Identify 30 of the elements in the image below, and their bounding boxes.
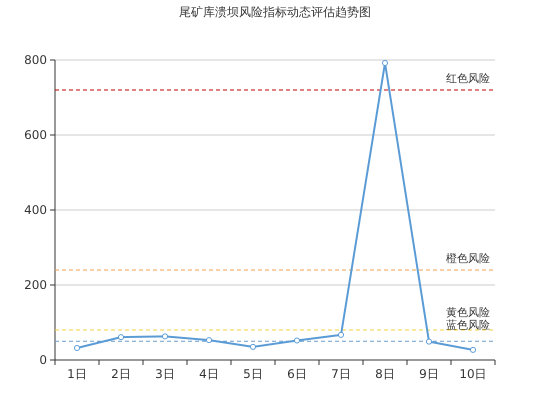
point [162, 333, 168, 340]
y-tick-label: 0 [39, 353, 47, 368]
point [338, 332, 344, 338]
y-tick-label: 800 [24, 53, 47, 68]
point [426, 338, 432, 345]
x-tick-label: 6日 [287, 367, 307, 381]
y-tick-label: 600 [24, 128, 47, 142]
ref-line-label: 红色风险 [446, 72, 490, 85]
x-tick-label: 9日 [419, 367, 439, 381]
point [470, 346, 476, 353]
x-tick-label: 2日 [111, 367, 131, 381]
point [118, 334, 124, 340]
x-tick-label: 8日 [375, 367, 395, 381]
x-tick-label: 5日 [243, 367, 263, 381]
ref-line-label: 黄色风险 [446, 306, 490, 319]
x-tick-label: 10日 [459, 367, 487, 381]
y-tick-label: 200 [24, 278, 47, 292]
point [250, 344, 256, 350]
x-tick-label: 1日 [67, 367, 87, 381]
ref-line-label: 蓝色风险 [446, 318, 490, 332]
chart-title: 尾矿库溃坝风险指标动态评估趋势图 [179, 5, 371, 19]
x-tick-label: 7日 [331, 367, 351, 381]
point [206, 337, 212, 344]
x-tick-label: 4日 [199, 367, 219, 381]
x-tick-label: 3日 [155, 367, 175, 381]
point [382, 60, 388, 66]
ref-line-label: 橙色风险 [446, 252, 490, 265]
point [294, 338, 300, 344]
point [74, 345, 80, 351]
y-tick-label: 400 [24, 203, 47, 218]
